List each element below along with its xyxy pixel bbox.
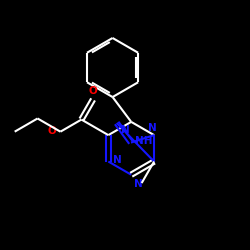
Text: N: N: [148, 122, 157, 132]
Text: N: N: [113, 155, 122, 165]
Text: O: O: [48, 126, 57, 136]
Text: O: O: [89, 86, 98, 96]
Text: NH: NH: [135, 136, 153, 146]
Text: N: N: [134, 180, 143, 190]
Text: N: N: [121, 124, 130, 134]
